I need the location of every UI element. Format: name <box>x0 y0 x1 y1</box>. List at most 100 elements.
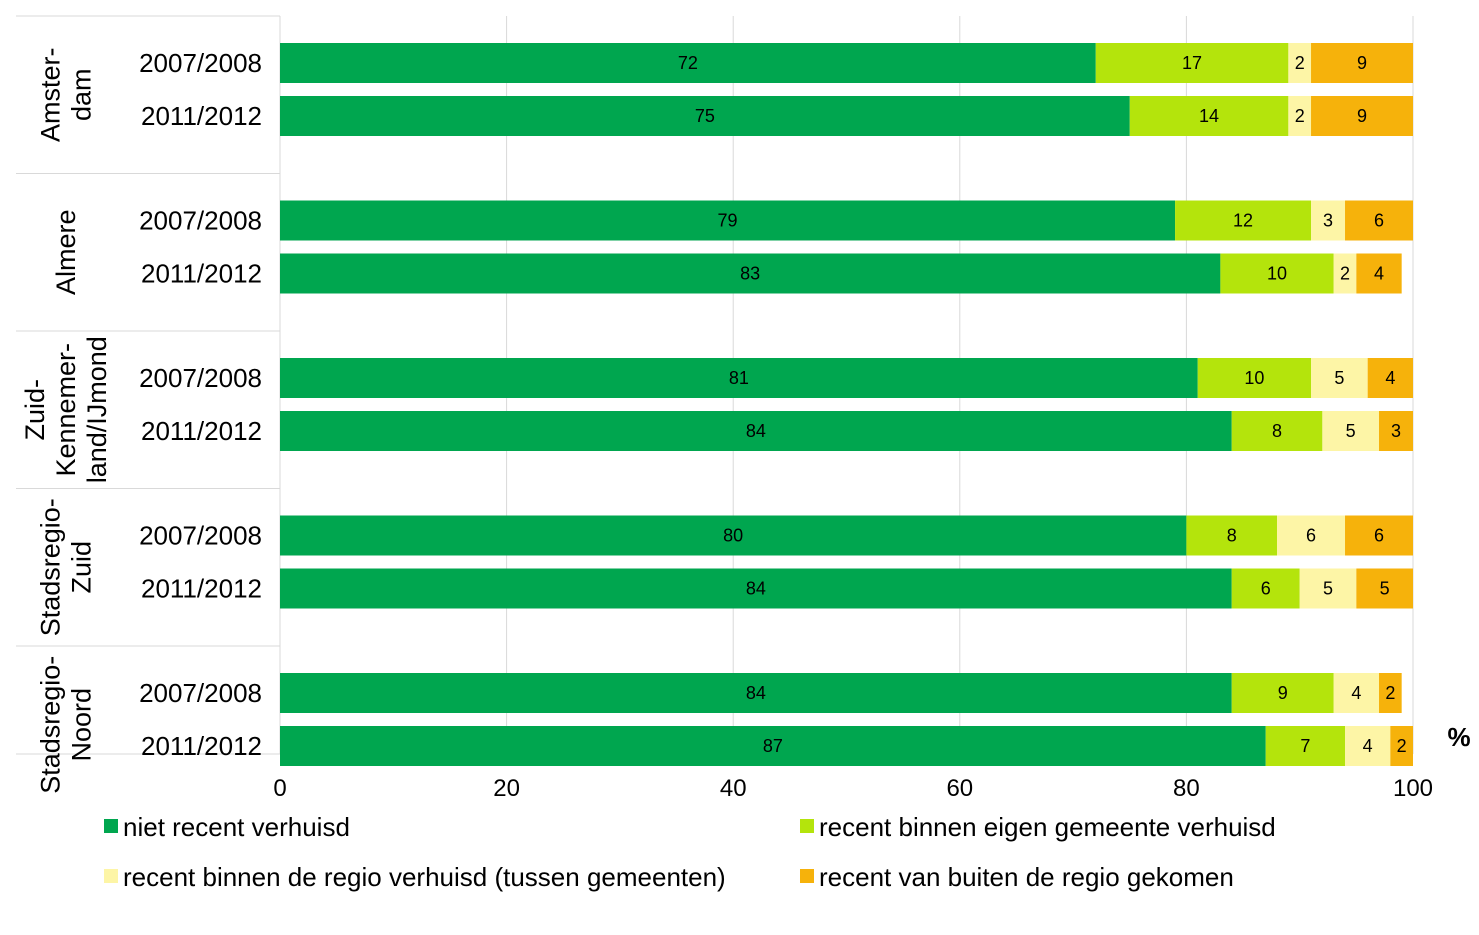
data-label: 84 <box>746 579 766 599</box>
data-label: 2 <box>1295 106 1305 126</box>
period-label: 2011/2012 <box>141 259 262 289</box>
bar-segment <box>1345 515 1413 556</box>
legend-label: recent binnen eigen gemeente verhuisd <box>819 812 1276 842</box>
period-label: 2011/2012 <box>141 574 262 604</box>
bar-segment <box>1129 96 1289 136</box>
region-label-line: Amster- <box>36 48 66 143</box>
bar-segment <box>280 673 1232 713</box>
bar-segment <box>1356 253 1402 294</box>
bar-segment <box>1220 253 1334 294</box>
data-label: 8 <box>1227 526 1237 546</box>
bar-segment <box>1390 726 1413 766</box>
period-label: 2007/2008 <box>139 521 262 551</box>
region-label: Zuid-Kennemer-land/IJmond <box>20 336 112 483</box>
period-label: 2007/2008 <box>139 206 262 236</box>
data-label: 2 <box>1340 264 1350 284</box>
period-label: 2007/2008 <box>139 48 262 78</box>
data-label: 9 <box>1357 106 1367 126</box>
data-label: 10 <box>1267 264 1287 284</box>
legend-label: recent van buiten de regio gekomen <box>819 862 1234 892</box>
data-label: 5 <box>1323 579 1333 599</box>
legend-swatch <box>104 869 118 883</box>
data-label: 9 <box>1278 683 1288 703</box>
bar-segment <box>1231 568 1300 609</box>
data-label: 17 <box>1182 53 1202 73</box>
data-label: 6 <box>1261 579 1271 599</box>
bar-segment <box>280 96 1130 136</box>
data-label: 5 <box>1334 368 1344 388</box>
data-label: 8 <box>1272 421 1282 441</box>
data-label: 6 <box>1374 526 1384 546</box>
data-label: 12 <box>1233 211 1253 231</box>
period-label: 2011/2012 <box>141 101 262 131</box>
bar-segment <box>1175 200 1312 241</box>
region-label: Almere <box>51 209 81 295</box>
data-label: 6 <box>1374 211 1384 231</box>
data-label: 81 <box>729 368 749 388</box>
data-label: 2 <box>1295 53 1305 73</box>
bar-segment <box>280 200 1176 241</box>
region-label-line: dam <box>67 68 97 121</box>
bar-segment <box>1186 515 1278 556</box>
region-label-line: Stadsregio- <box>36 498 66 636</box>
bar-segment <box>1379 411 1413 451</box>
region-label-line: land/IJmond <box>82 336 112 483</box>
bar-segment <box>1277 515 1346 556</box>
bar-segment <box>1367 358 1413 398</box>
data-label: 72 <box>678 53 698 73</box>
region-label-line: Kennemer- <box>51 343 81 477</box>
bar-segment <box>1095 43 1289 83</box>
data-label: 5 <box>1346 421 1356 441</box>
x-tick-label: 0 <box>273 775 286 802</box>
bar-segment <box>1356 568 1413 609</box>
bar-segment <box>1345 726 1391 766</box>
data-label: 4 <box>1385 368 1395 388</box>
bar-segment <box>280 43 1096 83</box>
period-label: 2011/2012 <box>141 416 262 446</box>
data-label: 2 <box>1397 736 1407 756</box>
data-label: 84 <box>746 683 766 703</box>
data-label: 3 <box>1323 211 1333 231</box>
bar-segment <box>1311 200 1346 241</box>
data-label: 80 <box>723 526 743 546</box>
data-label: 79 <box>718 211 738 231</box>
bar-segment <box>1288 43 1312 83</box>
unit-label: % <box>1447 722 1470 752</box>
legend-swatch <box>800 869 814 883</box>
x-tick-label: 80 <box>1173 775 1200 802</box>
x-tick-label: 60 <box>946 775 973 802</box>
data-label: 4 <box>1374 264 1384 284</box>
bar-segment <box>1333 673 1380 713</box>
data-label: 83 <box>740 264 760 284</box>
data-label: 14 <box>1199 106 1219 126</box>
data-label: 6 <box>1306 526 1316 546</box>
bar-segment <box>1311 358 1368 398</box>
bar-segment <box>1345 200 1413 241</box>
region-label-line: Zuid <box>67 541 97 594</box>
data-label: 7 <box>1300 736 1310 756</box>
region-label-line: Zuid- <box>20 379 50 441</box>
bar-segment <box>1299 568 1357 609</box>
x-tick-label: 100 <box>1393 775 1433 802</box>
bar-segment <box>1197 358 1312 398</box>
x-tick-label: 20 <box>493 775 520 802</box>
region-label: Amster-dam <box>36 48 97 143</box>
data-label: 3 <box>1391 421 1401 441</box>
bar-segment <box>1265 726 1346 766</box>
data-label: 4 <box>1363 736 1373 756</box>
data-label: 2 <box>1385 683 1395 703</box>
bar-segment <box>1231 411 1323 451</box>
bar-segment <box>280 568 1232 609</box>
period-label: 2007/2008 <box>139 363 262 393</box>
legend-swatch <box>800 819 814 833</box>
data-label: 5 <box>1380 579 1390 599</box>
bar-segment <box>1333 253 1357 294</box>
bar-segment <box>280 411 1232 451</box>
bar-segment <box>1311 43 1413 83</box>
x-tick-label: 40 <box>720 775 747 802</box>
legend-label: recent binnen de regio verhuisd (tussen … <box>123 862 726 892</box>
data-label: 4 <box>1351 683 1361 703</box>
data-label: 9 <box>1357 53 1367 73</box>
data-label: 87 <box>763 736 783 756</box>
